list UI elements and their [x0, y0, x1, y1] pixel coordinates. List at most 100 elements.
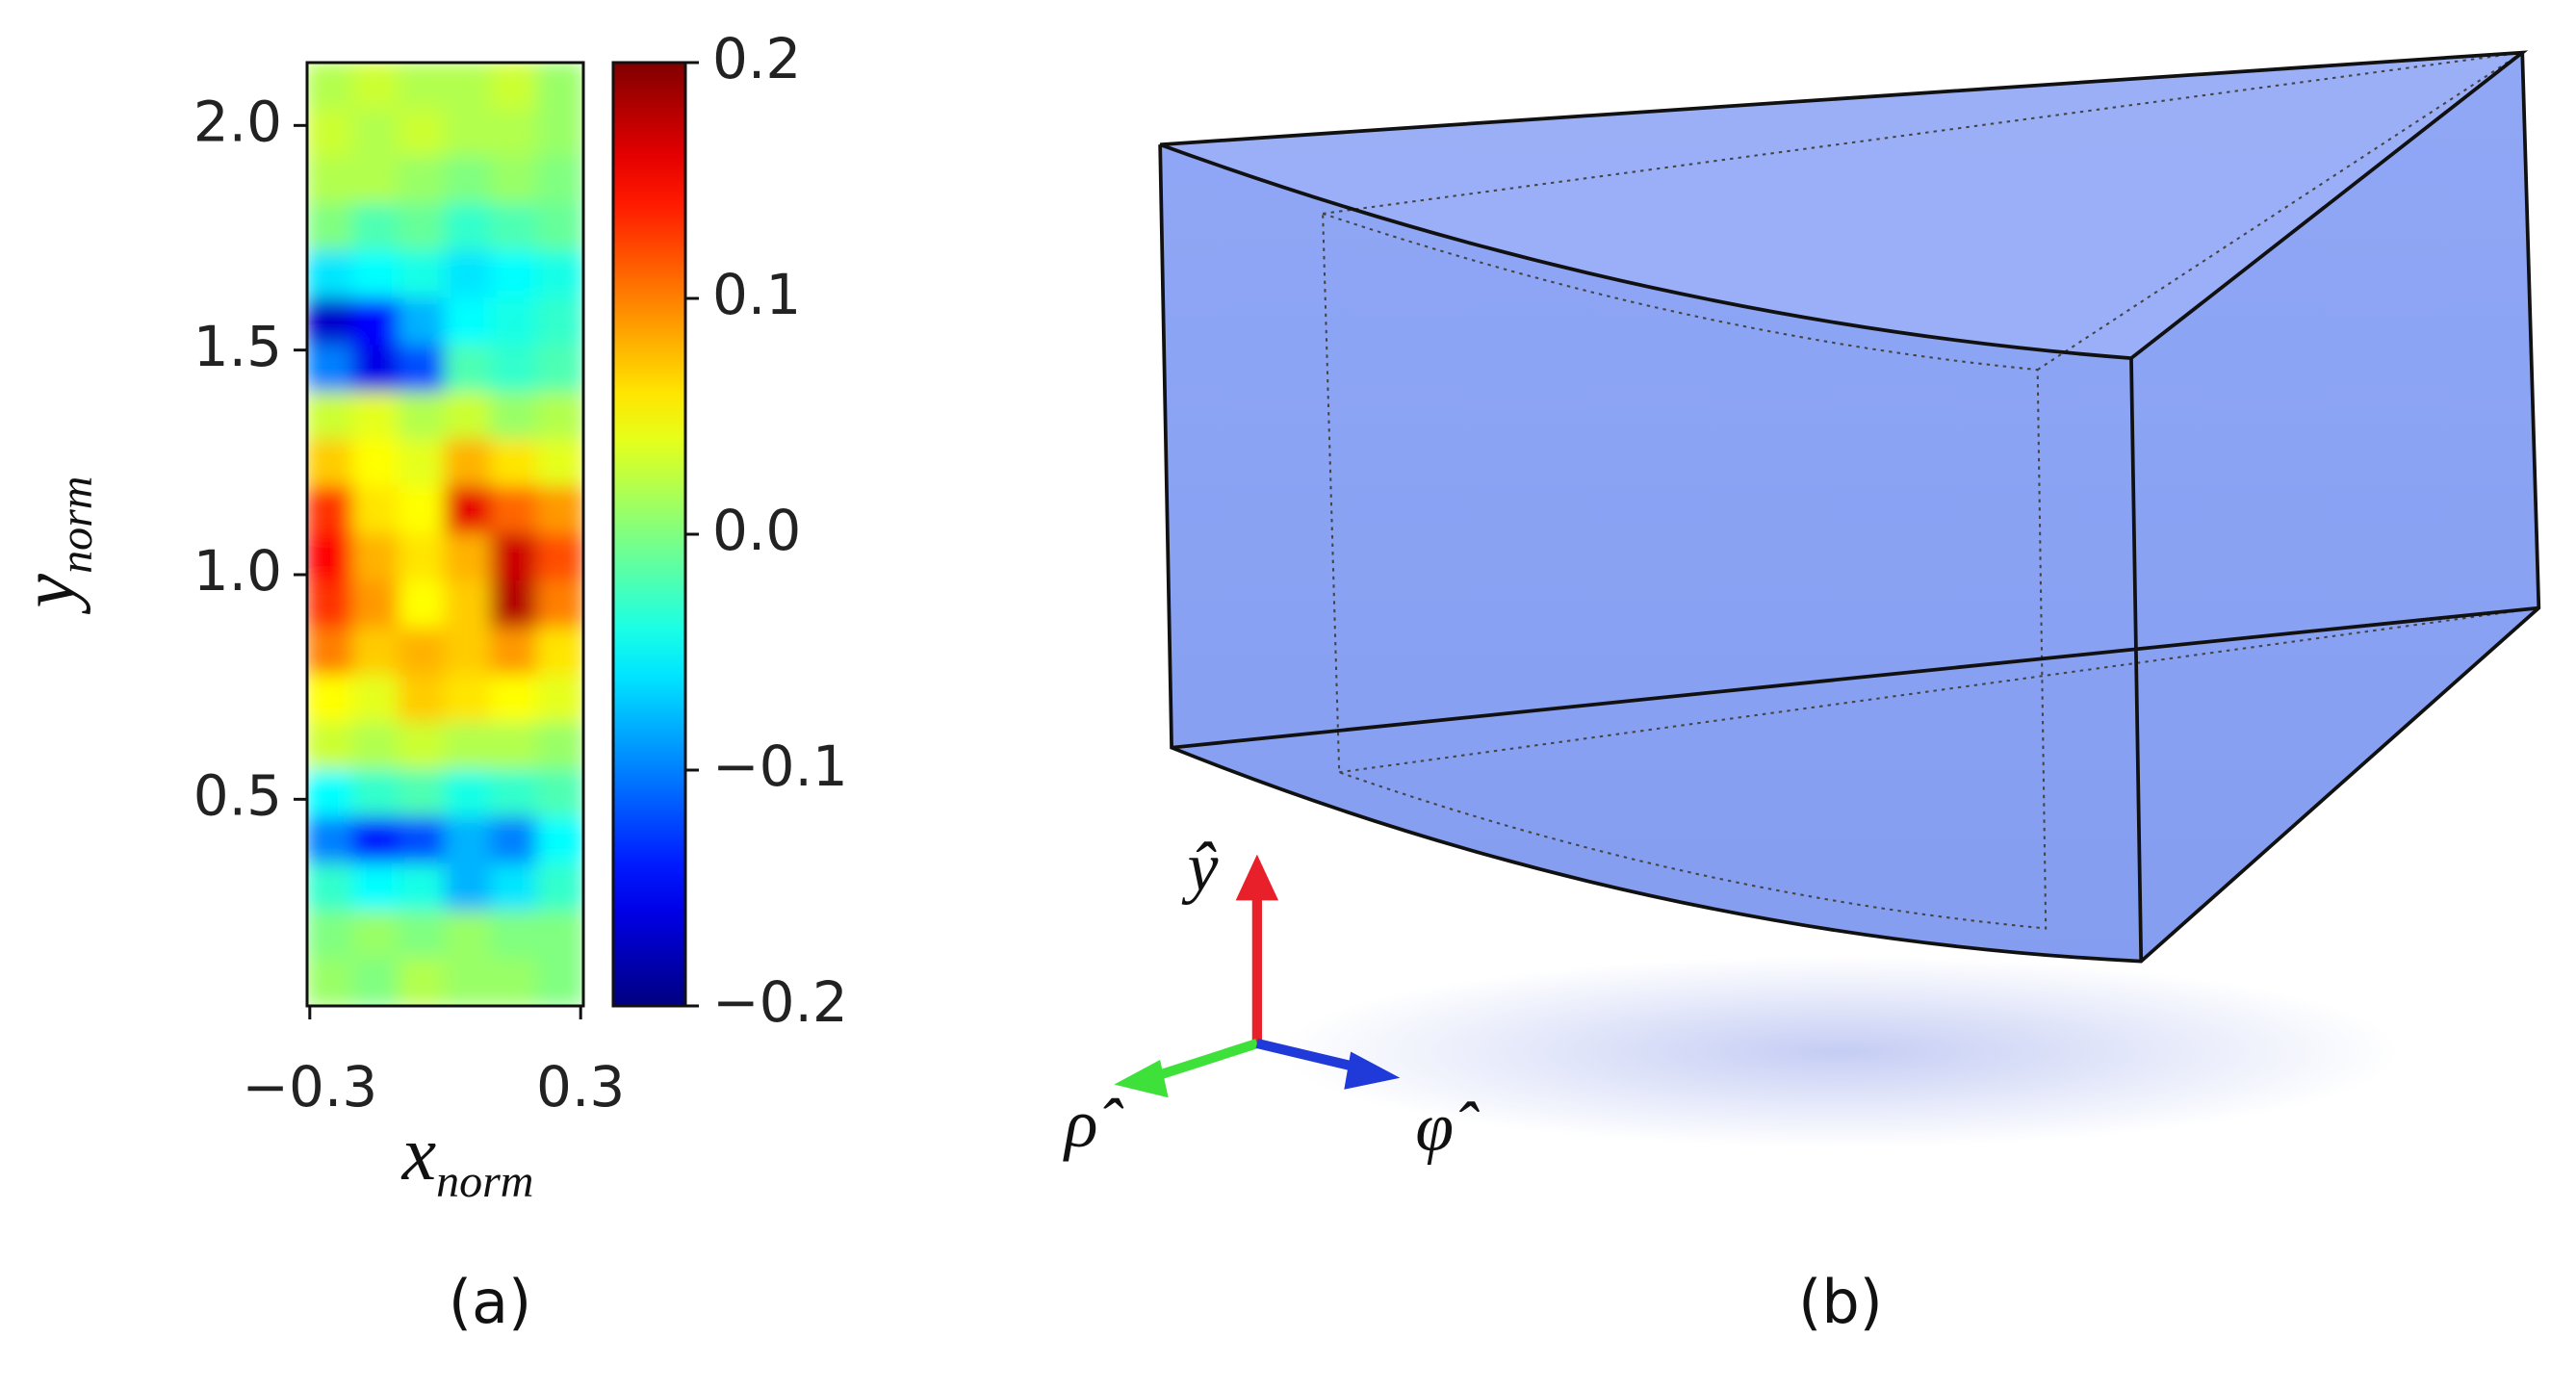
heat-cell	[444, 63, 493, 111]
heat-cell	[398, 958, 447, 1006]
heat-cell	[307, 250, 354, 299]
heat-cell	[444, 392, 493, 441]
heat-cell	[351, 392, 400, 441]
heat-cell	[536, 297, 583, 347]
heat-cell	[307, 580, 354, 630]
heat-cell	[490, 533, 539, 582]
heat-cell	[398, 392, 447, 441]
heat-cell	[351, 911, 400, 960]
heat-cell	[307, 816, 354, 865]
heat-cell	[490, 580, 539, 630]
heat-cell	[351, 109, 400, 158]
x-label-sub: norm	[436, 1156, 533, 1207]
heat-cell	[444, 816, 493, 865]
heat-cell	[307, 63, 354, 111]
shadow	[1281, 956, 2400, 1147]
heat-cell	[444, 486, 493, 535]
heat-cell	[351, 628, 400, 677]
heat-cell	[490, 297, 539, 347]
heat-cell	[351, 439, 400, 488]
x-label-main: x	[401, 1112, 437, 1197]
heat-cell	[490, 345, 539, 394]
heat-cell	[351, 675, 400, 724]
heat-cell	[307, 533, 354, 582]
heat-cell	[490, 439, 539, 488]
heat-cell	[490, 958, 539, 1006]
heat-cell	[490, 392, 539, 441]
x-tick-label: 0.3	[536, 1054, 625, 1120]
y-tick-label: 1.0	[193, 538, 282, 604]
heat-cell	[398, 722, 447, 771]
heat-cell	[398, 816, 447, 865]
x-axis-label: xnorm	[401, 1112, 534, 1207]
heat-cell	[398, 156, 447, 205]
heat-cell	[536, 769, 583, 818]
heat-cell	[398, 533, 447, 582]
heat-cell	[536, 439, 583, 488]
heat-cell	[536, 580, 583, 630]
heat-cell	[490, 486, 539, 535]
heat-cell	[490, 109, 539, 158]
heat-cell	[536, 533, 583, 582]
heat-cell	[444, 156, 493, 205]
heat-cell	[444, 297, 493, 347]
heat-cell	[351, 63, 400, 111]
heat-cell	[307, 863, 354, 913]
colorbar-tick-label: 0.2	[712, 26, 801, 91]
heat-cell	[536, 911, 583, 960]
heatmap-cells	[307, 63, 583, 1006]
heat-cell	[536, 863, 583, 913]
heat-cell	[444, 439, 493, 488]
x-tick-label: −0.3	[242, 1054, 377, 1120]
heat-cell	[444, 109, 493, 158]
heat-cell	[444, 911, 493, 960]
axis-triad	[1114, 854, 1401, 1098]
heat-cell	[490, 863, 539, 913]
axis-label: ŷ	[1182, 829, 1219, 906]
heat-cell	[444, 345, 493, 394]
heat-cell	[351, 533, 400, 582]
heat-cell	[398, 439, 447, 488]
heat-cell	[444, 628, 493, 677]
y-label-sub: norm	[51, 476, 102, 574]
heat-cell	[490, 156, 539, 205]
heat-cell	[351, 722, 400, 771]
heat-cell	[536, 722, 583, 771]
heat-cell	[536, 203, 583, 252]
heat-cell	[398, 628, 447, 677]
colorbar-tick-label: 0.1	[712, 262, 801, 327]
y-tick-label: 0.5	[193, 762, 282, 828]
heat-cell	[444, 250, 493, 299]
colorbar-tick-label: −0.2	[712, 969, 848, 1035]
heat-cell	[351, 486, 400, 535]
heat-cell	[398, 580, 447, 630]
heat-cell	[398, 297, 447, 347]
heat-cell	[351, 297, 400, 347]
heat-cell	[351, 769, 400, 818]
hidden-edges	[1322, 51, 2539, 930]
heat-cell	[351, 863, 400, 913]
heat-cell	[536, 345, 583, 394]
heat-cell	[536, 675, 583, 724]
axis-label: ρ̂	[1063, 1085, 1123, 1162]
heat-cell	[490, 816, 539, 865]
heat-cell	[307, 156, 354, 205]
heat-cell	[490, 911, 539, 960]
heat-cell	[398, 250, 447, 299]
heat-cell	[490, 722, 539, 771]
heat-cell	[398, 109, 447, 158]
heat-cell	[307, 722, 354, 771]
heat-cell	[490, 769, 539, 818]
heat-cell	[444, 769, 493, 818]
heat-cell	[307, 675, 354, 724]
heat-cell	[307, 486, 354, 535]
heat-cell	[444, 203, 493, 252]
heat-cell	[444, 533, 493, 582]
heat-cell	[444, 863, 493, 913]
heat-cell	[307, 911, 354, 960]
wedge-diagram: ŷ ρ̂ φ̂	[1063, 50, 2541, 1165]
colorbar	[611, 61, 687, 1008]
plot-frame	[305, 61, 585, 1008]
heat-cell	[398, 769, 447, 818]
